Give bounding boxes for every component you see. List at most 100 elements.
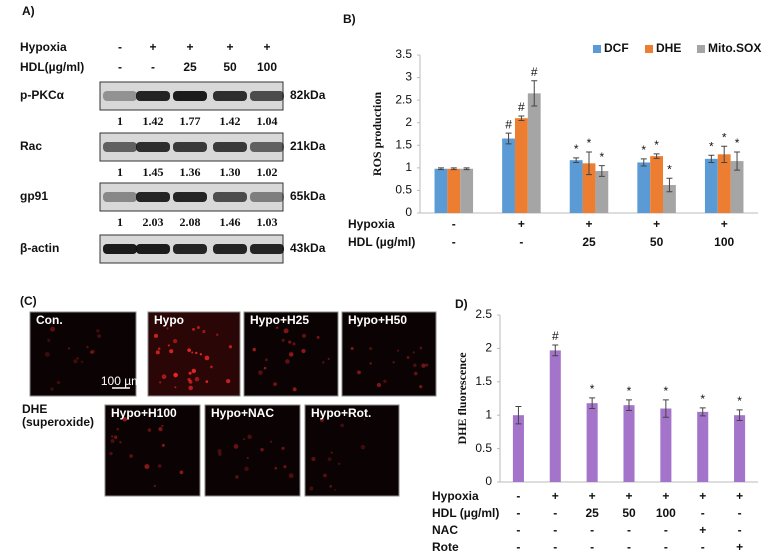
band xyxy=(250,244,284,254)
image-label: Hypo xyxy=(154,313,184,327)
blot-name: gp91 xyxy=(20,189,48,203)
y-axis-label: DHE fluorescence xyxy=(455,352,469,445)
quantification: 1.45 xyxy=(143,165,164,179)
legend-swatch xyxy=(645,45,653,53)
condition-value: 25 xyxy=(585,506,599,520)
y-tick-label: 3 xyxy=(405,70,412,84)
blot-size: 21kDa xyxy=(290,139,326,153)
cell xyxy=(44,351,50,357)
bar xyxy=(447,168,461,213)
bar xyxy=(569,160,583,213)
legend-label: DHE xyxy=(656,41,681,55)
quantification: 1.42 xyxy=(220,114,241,128)
significance: * xyxy=(574,142,579,156)
condition-value: - xyxy=(516,523,520,537)
bar xyxy=(595,171,609,213)
cell xyxy=(357,370,361,375)
error-bar xyxy=(573,157,580,163)
bar xyxy=(502,138,515,213)
cell xyxy=(205,380,209,383)
error-bar xyxy=(640,158,647,167)
cell xyxy=(281,446,285,450)
cell xyxy=(144,464,150,470)
cell xyxy=(157,347,161,351)
legend-label: Mito.SOX xyxy=(708,41,761,55)
cell xyxy=(110,439,115,443)
y-tick-label: 1.5 xyxy=(475,374,492,388)
band xyxy=(173,192,207,202)
cell xyxy=(301,348,306,354)
condition-value: - xyxy=(452,235,456,249)
cell xyxy=(204,355,210,361)
condition-name: HDL (µg/ml) xyxy=(348,235,415,249)
band xyxy=(103,244,137,254)
y-tick-label: 1 xyxy=(405,160,412,174)
band xyxy=(136,142,170,152)
cell xyxy=(56,380,61,385)
cell xyxy=(263,366,267,370)
cell xyxy=(281,338,285,342)
cell xyxy=(191,368,196,374)
cell xyxy=(195,351,198,355)
condition-value: - xyxy=(553,523,557,537)
condition-value: - xyxy=(701,540,705,554)
significance: * xyxy=(600,150,605,164)
cell xyxy=(419,346,423,350)
cell xyxy=(396,349,400,352)
condition-value: + xyxy=(186,40,193,54)
cell xyxy=(285,359,290,364)
cell xyxy=(316,335,320,339)
error-bar xyxy=(734,151,741,171)
cell xyxy=(161,424,164,428)
condition-value: - xyxy=(553,506,557,520)
significance: * xyxy=(667,162,672,176)
bar xyxy=(434,168,448,213)
cell xyxy=(425,363,429,367)
condition-value: - xyxy=(738,523,742,537)
bar xyxy=(650,156,664,213)
cell xyxy=(188,379,193,384)
image-label: Hypo+NAC xyxy=(211,406,274,420)
bar xyxy=(637,162,651,213)
condition-value: + xyxy=(149,40,156,54)
cell xyxy=(67,347,71,350)
error-bar xyxy=(437,167,444,171)
cell xyxy=(166,327,169,330)
quantification: 1.03 xyxy=(257,215,278,229)
significance: * xyxy=(654,138,659,152)
scale-bar-label: 100 µm xyxy=(101,374,141,388)
micrograph xyxy=(147,311,241,397)
quantification: 2.08 xyxy=(180,215,201,229)
bar xyxy=(730,161,744,213)
cell xyxy=(334,488,337,491)
condition-value: - xyxy=(151,60,155,74)
band xyxy=(103,192,137,202)
y-tick-label: 0 xyxy=(405,205,412,219)
y-tick-label: 2 xyxy=(485,341,492,355)
condition-value: - xyxy=(664,540,668,554)
error-bar xyxy=(505,132,512,145)
condition-name: HDL(µg/ml) xyxy=(20,60,84,74)
significance: * xyxy=(664,384,669,398)
cell xyxy=(327,357,330,360)
cell xyxy=(264,358,268,362)
cell xyxy=(369,347,373,351)
quantification: 1.77 xyxy=(180,114,201,128)
panel-label: (C) xyxy=(20,294,37,308)
panel-label: A) xyxy=(22,4,35,18)
cell xyxy=(226,378,231,384)
panel-label: D) xyxy=(455,297,468,311)
condition-value: + xyxy=(585,217,592,231)
error-bar xyxy=(589,397,596,410)
cell xyxy=(273,382,277,386)
condition-value: - xyxy=(738,506,742,520)
bar xyxy=(527,93,541,213)
error-bar xyxy=(626,399,632,412)
error-bar xyxy=(463,167,470,171)
condition-value: + xyxy=(552,489,559,503)
cell xyxy=(330,451,333,454)
cell xyxy=(157,464,162,468)
significance: * xyxy=(700,392,705,406)
condition-value: - xyxy=(553,540,557,554)
cell xyxy=(217,449,222,454)
